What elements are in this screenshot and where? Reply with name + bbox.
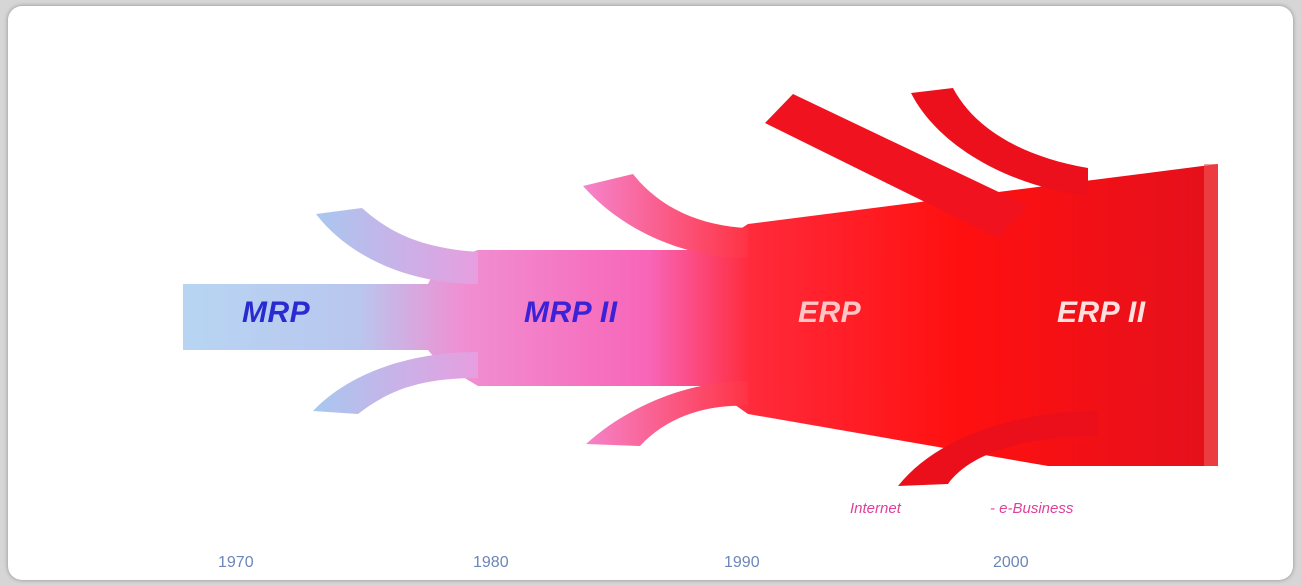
mrp-branch-top xyxy=(316,208,478,284)
year-label: 1970 xyxy=(218,554,254,571)
erp2-branch-bottom xyxy=(898,411,1098,486)
stage-label-erp2: ERP II xyxy=(1057,296,1146,329)
footer-internet: Internet xyxy=(850,500,901,517)
evolution-arrow-graphic xyxy=(183,88,1218,486)
mrp2-branch-bottom xyxy=(586,381,748,446)
mrp-branch-bottom xyxy=(313,352,478,414)
stage-label-mrp: MRP xyxy=(242,296,311,329)
mrp2-branch-top xyxy=(583,174,748,258)
evolution-body xyxy=(183,164,1218,466)
erp-branch-right xyxy=(911,88,1088,196)
stage-label-mrp2: MRP II xyxy=(524,296,618,329)
diagram-frame: MRP MRP II ERP ERP II Internet - e-Busin… xyxy=(8,6,1293,580)
year-label: 1980 xyxy=(473,554,509,571)
erp2-edge xyxy=(1204,164,1218,466)
year-label: 1990 xyxy=(724,554,760,571)
erp-branch-upper xyxy=(765,94,1028,238)
year-label: 2000 xyxy=(993,554,1029,571)
stage-label-erp: ERP xyxy=(798,296,862,329)
footer-ebusiness: - e-Business xyxy=(990,500,1074,517)
